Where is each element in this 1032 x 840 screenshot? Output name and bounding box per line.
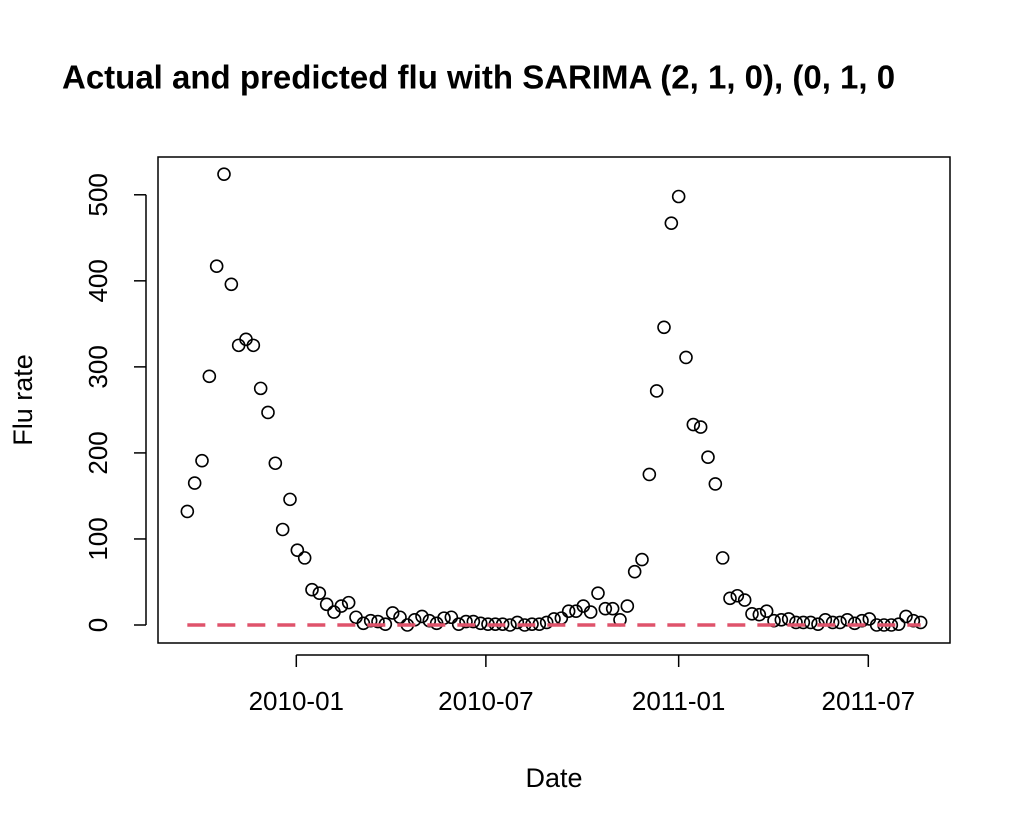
data-point [305,582,319,597]
data-point [341,595,356,610]
data-point [371,614,385,629]
data-point [554,611,569,625]
data-point [598,601,613,616]
data-point [635,552,649,567]
data-point [297,551,312,565]
x-tick-label: 2010-07 [438,686,533,716]
y-tick-label: 300 [83,345,113,388]
data-point [899,609,913,624]
data-point [312,586,327,600]
data-point [789,615,803,630]
data-point [825,615,840,630]
data-point [459,614,473,629]
data-point [723,591,737,606]
data-point [664,216,679,230]
y-tick-label: 0 [83,618,113,632]
y-axis-label: Flu rate [8,354,38,446]
data-point [290,543,305,557]
data-point [561,604,576,619]
data-point [224,277,239,292]
data-point [708,477,723,491]
data-point [209,259,224,274]
data-point [510,615,525,630]
data-point [627,564,642,579]
x-tick-label: 2011-07 [822,686,916,716]
data-point [745,607,759,621]
data-point [759,604,774,619]
chart-title: Actual and predicted flu with SARIMA (2,… [62,59,895,96]
data-point [217,167,231,181]
data-point [583,605,598,619]
x-tick-label: 2010-01 [249,686,344,716]
data-point [275,522,290,537]
data-point [187,476,202,490]
data-point [319,597,334,612]
data-point [833,615,847,630]
data-point [657,320,671,335]
data-point [268,456,283,471]
data-point [686,417,701,432]
data-point [444,610,459,625]
plot-frame [157,156,951,644]
data-point [796,615,811,630]
data-point [803,615,818,630]
data-point [334,599,349,613]
data-point [415,609,429,624]
data-point [261,405,275,420]
data-point [781,612,796,626]
data-point [202,369,217,384]
x-tick-label: 2011-01 [632,686,726,716]
y-tick-label: 200 [83,431,113,474]
data-point [605,601,620,616]
y-tick-label: 100 [83,517,113,560]
data-point [730,588,745,603]
data-point [385,606,400,620]
data-point [503,618,517,632]
data-point [642,467,657,482]
data-point [253,381,268,396]
data-point [283,492,297,507]
data-point [693,420,708,434]
y-tick-label: 500 [83,173,113,216]
data-point [774,613,789,627]
data-point [737,593,752,607]
data-point [752,607,767,622]
data-point [671,189,686,204]
data-point [649,384,664,398]
data-point [539,615,554,630]
data-point [246,338,261,353]
data-point [466,614,481,629]
data-point [679,350,693,365]
data-point [591,586,605,600]
data-point [620,599,635,613]
data-point [180,504,195,519]
y-tick-label: 400 [83,259,113,302]
data-point [701,450,715,465]
data-point [913,615,928,630]
data-point [195,453,209,468]
x-axis-label: Date [525,763,582,793]
data-point [715,551,730,565]
